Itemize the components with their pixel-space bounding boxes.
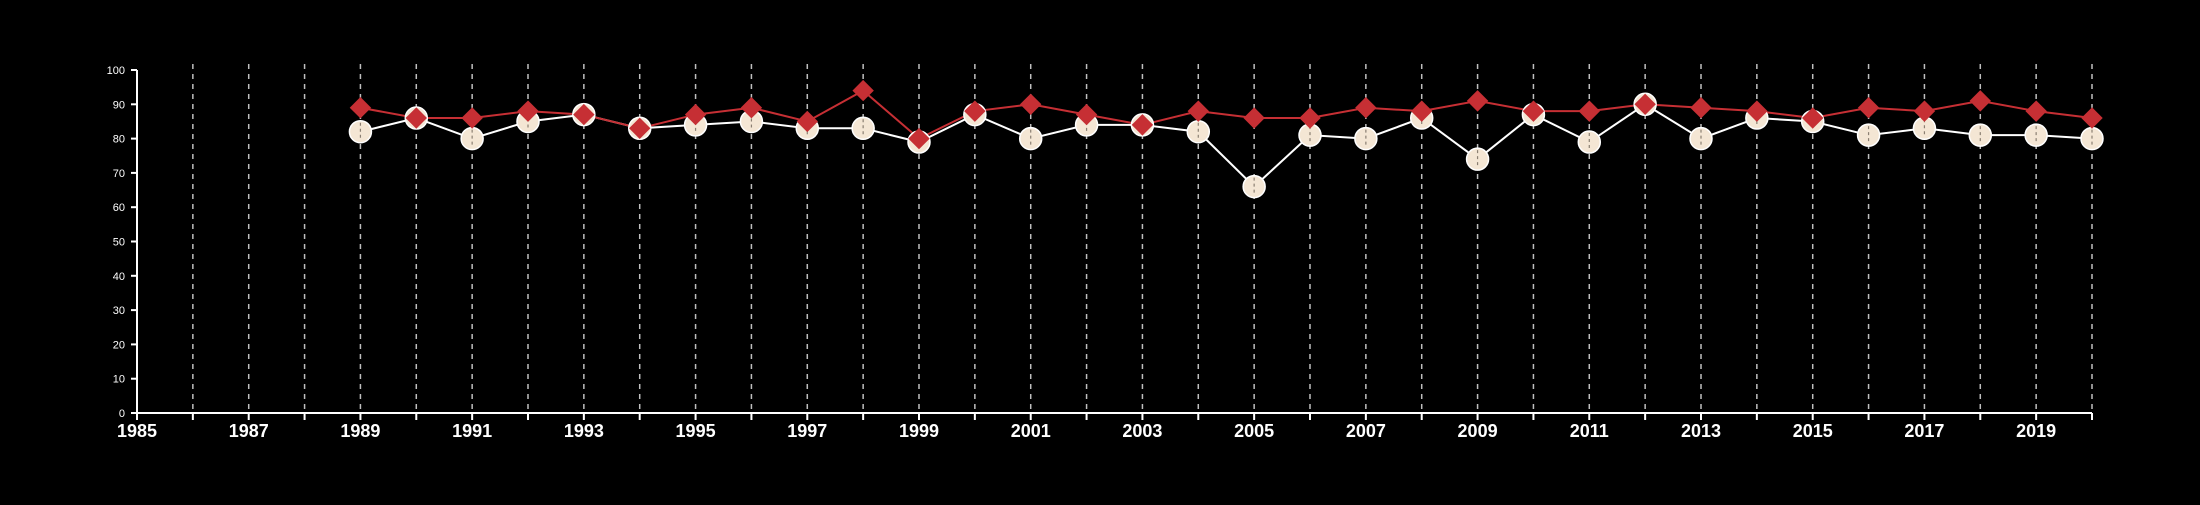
diamond-marker-2020 xyxy=(2081,107,2103,129)
diamond-marker-1998 xyxy=(852,79,874,102)
diamond-marker-2019 xyxy=(2025,100,2047,122)
diamond-marker-2004 xyxy=(1187,100,1209,122)
diamond-marker-2008 xyxy=(1411,100,1433,122)
x-tick-label-1999: 1999 xyxy=(899,421,939,441)
diamond-marker-2000 xyxy=(964,100,986,122)
x-tick-label-2011: 2011 xyxy=(1570,421,1609,441)
y-tick-label-100: 100 xyxy=(107,65,125,77)
y-tick-label-90: 90 xyxy=(113,99,125,111)
diamond-marker-1990 xyxy=(405,107,427,129)
y-tick-label-40: 40 xyxy=(113,271,125,283)
diamond-marker-1993 xyxy=(573,103,595,126)
x-tick-label-2009: 2009 xyxy=(1458,421,1498,441)
x-tick-label-2019: 2019 xyxy=(2016,421,2056,441)
diamond-marker-2013 xyxy=(1690,97,1712,119)
diamond-marker-1994 xyxy=(629,117,651,140)
x-tick-label-2005: 2005 xyxy=(1234,421,1274,441)
diamond-marker-1999 xyxy=(908,127,930,150)
y-tick-label-0: 0 xyxy=(119,408,125,420)
diamond-marker-1996 xyxy=(740,97,763,119)
x-tick-label-1985: 1985 xyxy=(117,421,157,441)
series-circle-line xyxy=(360,103,2093,189)
diamond-marker-2016 xyxy=(1857,97,1880,119)
diamond-marker-2009 xyxy=(1466,90,1489,112)
x-tick-label-1993: 1993 xyxy=(564,421,604,441)
diamond-marker-2014 xyxy=(1746,100,1768,122)
y-tick-label-80: 80 xyxy=(113,134,125,146)
x-tick-label-2003: 2003 xyxy=(1122,421,1162,441)
diamond-marker-1995 xyxy=(684,103,707,126)
diamond-marker-2012 xyxy=(1634,93,1656,116)
x-tick-label-2013: 2013 xyxy=(1681,421,1721,441)
diamond-marker-2018 xyxy=(1969,90,1991,112)
x-tick-label-2001: 2001 xyxy=(1011,421,1051,441)
diamond-marker-1997 xyxy=(796,110,818,133)
x-tick-label-1995: 1995 xyxy=(676,421,716,441)
circle-marker-1989 xyxy=(348,119,373,144)
diamond-marker-2017 xyxy=(1913,100,1936,122)
diamond-marker-1992 xyxy=(517,100,539,122)
diamond-marker-1991 xyxy=(461,107,483,129)
diamond-marker-2010 xyxy=(1522,100,1545,122)
x-tick-label-1989: 1989 xyxy=(340,421,380,441)
y-tick-label-50: 50 xyxy=(113,237,125,249)
diamond-marker-1989 xyxy=(349,97,372,119)
diamond-marker-2006 xyxy=(1299,107,1321,129)
x-tick-label-1997: 1997 xyxy=(787,421,827,441)
y-tick-label-10: 10 xyxy=(113,374,125,386)
diamond-marker-2001 xyxy=(1020,93,1042,116)
diamond-marker-2011 xyxy=(1578,100,1600,122)
x-tick-label-2017: 2017 xyxy=(1904,421,1944,441)
x-tick-label-1991: 1991 xyxy=(452,421,492,441)
x-tick-label-2015: 2015 xyxy=(1793,421,1833,441)
y-tick-label-70: 70 xyxy=(113,168,125,180)
series-diamond-line xyxy=(360,89,2093,140)
y-tick-label-30: 30 xyxy=(113,305,125,317)
x-tick-label-1987: 1987 xyxy=(229,421,269,441)
diamond-marker-2015 xyxy=(1802,107,1824,129)
x-tick-label-2007: 2007 xyxy=(1346,421,1386,441)
diamond-marker-2003 xyxy=(1131,114,1154,136)
diamond-marker-2005 xyxy=(1243,107,1265,129)
diamond-marker-2002 xyxy=(1075,103,1098,126)
diamond-marker-2007 xyxy=(1355,97,1377,119)
y-tick-label-20: 20 xyxy=(113,339,125,351)
y-tick-label-60: 60 xyxy=(113,202,125,214)
